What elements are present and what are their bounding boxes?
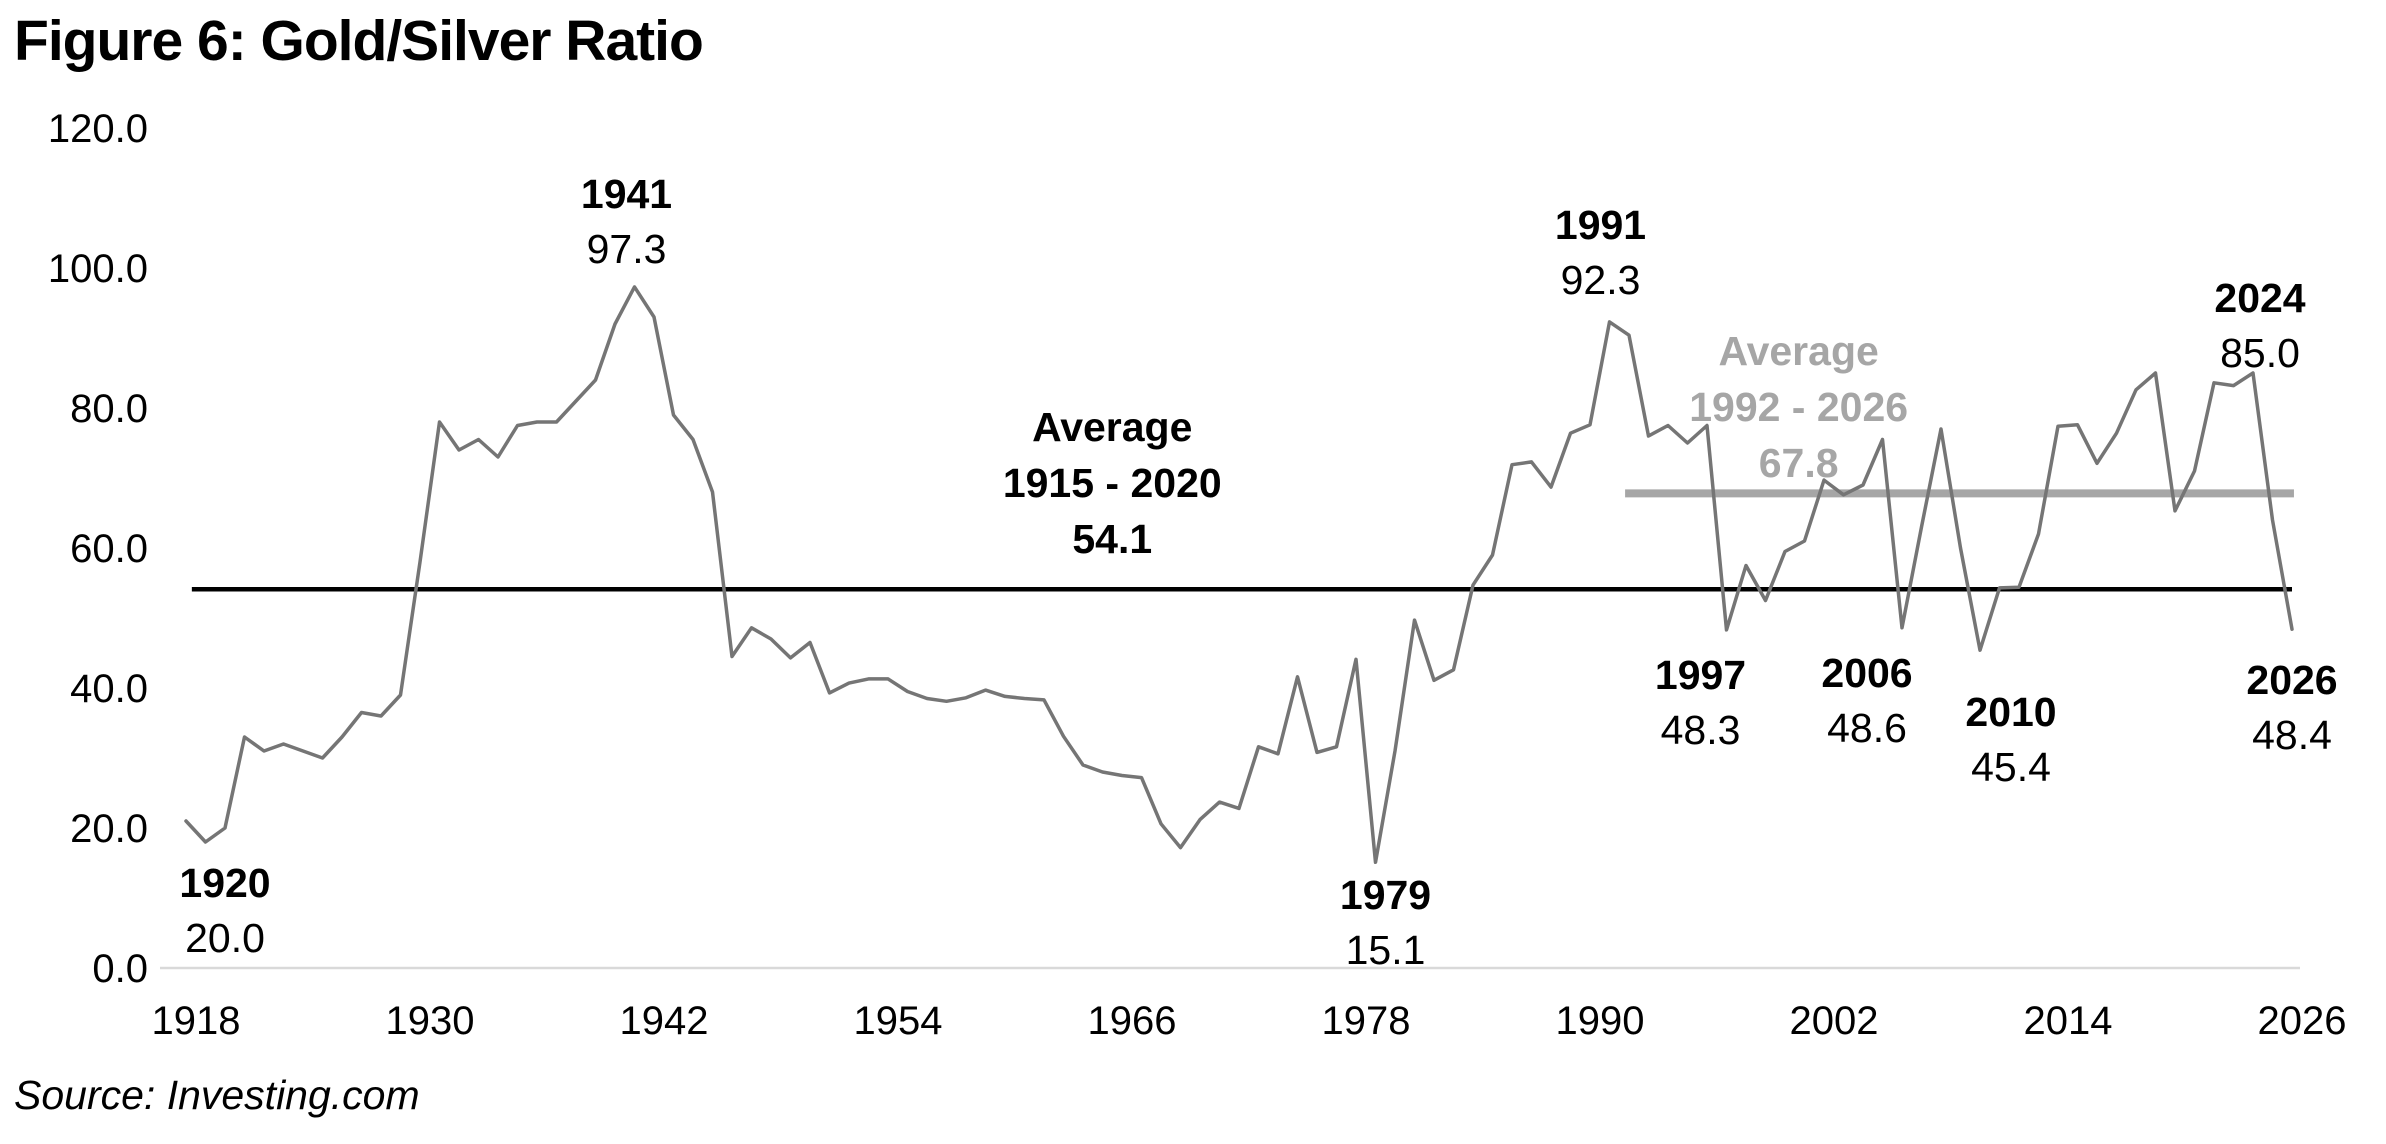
- point-annotation-1997: 1997 48.3: [1655, 648, 1746, 758]
- point-annotation-1991: 1991 92.3: [1555, 198, 1646, 308]
- y-axis-label: 80.0: [70, 387, 148, 431]
- point-annotation-2010: 2010 45.4: [1965, 685, 2056, 795]
- gold-silver-ratio-line: [184, 285, 2294, 865]
- x-axis-label: 1942: [620, 999, 709, 1043]
- annotation-year: 2024: [2214, 275, 2306, 321]
- average-label-line: 54.1: [1072, 516, 1153, 563]
- point-annotation-2006: 2006 48.6: [1821, 646, 1912, 756]
- average-label-line: 67.8: [1758, 440, 1839, 487]
- y-axis-label: 60.0: [70, 527, 148, 571]
- y-axis-label: 40.0: [70, 667, 148, 711]
- annotation-year: 1941: [580, 170, 673, 217]
- x-axis-label: 2002: [1790, 999, 1879, 1043]
- source-note: Source: Investing.com: [14, 1072, 420, 1118]
- point-annotation-1920: 1920 20.0: [179, 856, 270, 966]
- annotation-year: 1997: [1654, 651, 1747, 698]
- annotation-year: 2006: [1821, 649, 1913, 696]
- annotation-value: 97.3: [586, 225, 667, 272]
- annotation-year: 2010: [1965, 689, 2057, 736]
- annotation-year: 2026: [2246, 657, 2338, 704]
- annotation-value: 20.0: [185, 915, 265, 961]
- annotation-value: 45.4: [1971, 744, 2051, 791]
- x-axis-label: 1918: [152, 999, 241, 1043]
- y-axis-label: 0.0: [92, 947, 148, 991]
- average-label-line: Average: [1032, 404, 1193, 451]
- chart-title: Figure 6: Gold/Silver Ratio: [14, 9, 704, 73]
- average-label-1992-2026: Average 1992 - 2026 67.8: [1689, 323, 1908, 491]
- y-axis-label: 120.0: [48, 107, 148, 151]
- average-label-line: 1992 - 2026: [1689, 384, 1909, 431]
- annotation-value: 92.3: [1560, 256, 1641, 303]
- point-annotation-2026: 2026 48.4: [2246, 653, 2337, 763]
- average-label-line: Average: [1718, 328, 1879, 375]
- x-axis-label: 1978: [1322, 999, 1411, 1043]
- point-annotation-1941: 1941 97.3: [581, 167, 672, 277]
- y-axis-label: 100.0: [48, 247, 148, 291]
- annotation-value: 48.3: [1660, 706, 1741, 753]
- annotation-year: 1920: [179, 860, 271, 906]
- annotation-value: 48.4: [2252, 712, 2332, 759]
- x-axis-label: 2026: [2258, 999, 2347, 1043]
- x-axis-label: 1954: [854, 999, 943, 1043]
- annotation-year: 1979: [1339, 872, 1432, 919]
- average-label-1915-2020: Average 1915 - 2020 54.1: [1003, 399, 1222, 567]
- x-axis-label: 1966: [1088, 999, 1177, 1043]
- x-axis-label: 2014: [2024, 999, 2113, 1043]
- annotation-value: 15.1: [1345, 927, 1426, 974]
- average-label-line: 1915 - 2020: [1002, 460, 1222, 507]
- x-axis-label: 1930: [386, 999, 475, 1043]
- point-annotation-1979: 1979 15.1: [1340, 868, 1431, 978]
- point-annotation-2024: 2024 85.0: [2214, 271, 2305, 381]
- x-axis-label: 1990: [1556, 999, 1645, 1043]
- annotation-value: 85.0: [2220, 330, 2300, 376]
- y-axis-label: 20.0: [70, 807, 148, 851]
- annotation-year: 1991: [1554, 201, 1647, 248]
- annotation-value: 48.6: [1827, 704, 1907, 751]
